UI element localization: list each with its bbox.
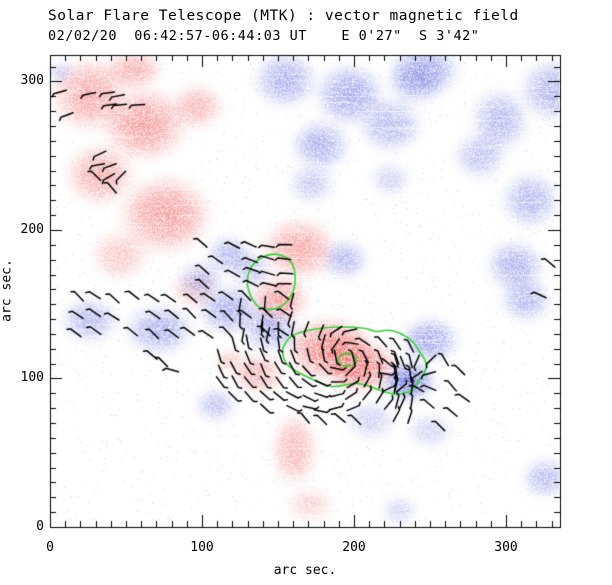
x-tick-label: 300	[494, 540, 518, 555]
y-axis-label: arc sec.	[0, 259, 15, 322]
y-tick-label: 300	[20, 73, 44, 89]
figure-title: Solar Flare Telescope (MTK) : vector mag…	[48, 8, 519, 24]
x-tick-label: 0	[46, 540, 54, 555]
figure-subtitle: 02/02/20 06:42:57-06:44:03 UT E 0'27" S …	[48, 28, 480, 44]
x-tick-label: 200	[342, 540, 366, 555]
x-axis-label: arc sec.	[273, 563, 337, 578]
y-tick-label: 100	[20, 370, 44, 386]
y-tick-label: 0	[36, 519, 44, 534]
y-tick-label: 200	[20, 221, 44, 237]
x-tick-label: 100	[190, 540, 214, 555]
